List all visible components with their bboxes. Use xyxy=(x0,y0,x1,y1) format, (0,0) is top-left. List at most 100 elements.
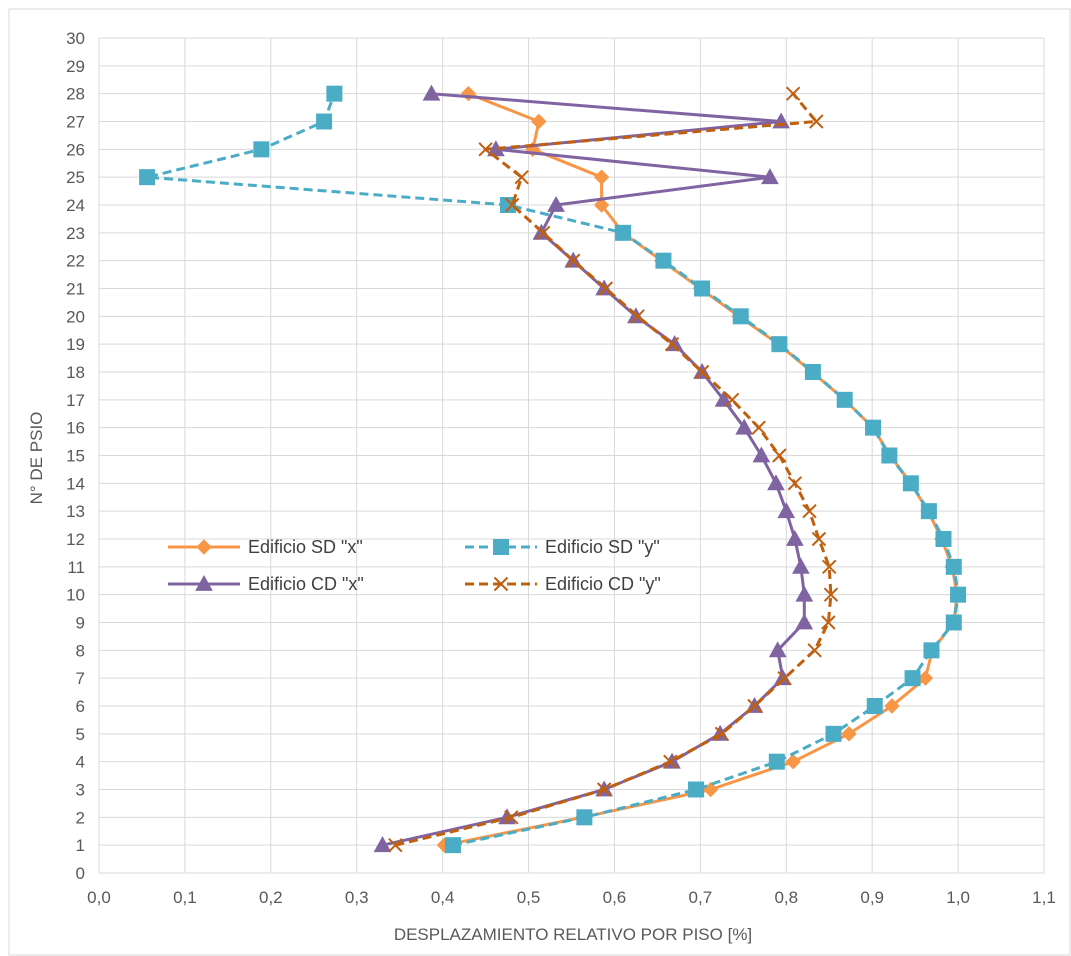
data-point xyxy=(771,336,788,353)
series-group xyxy=(139,84,967,854)
data-point xyxy=(923,642,940,659)
data-point xyxy=(253,141,270,158)
data-point xyxy=(795,613,814,630)
data-point xyxy=(598,281,614,296)
data-point xyxy=(388,837,403,853)
data-point xyxy=(825,725,842,742)
data-point xyxy=(444,837,461,854)
x-tick-label: 0,7 xyxy=(689,888,713,907)
series-4 xyxy=(388,86,839,853)
y-tick-label: 20 xyxy=(66,307,85,326)
data-point xyxy=(535,225,551,241)
data-point xyxy=(807,643,822,658)
data-point xyxy=(785,753,801,770)
data-point xyxy=(917,670,934,686)
data-point xyxy=(809,114,824,129)
data-point xyxy=(316,113,333,130)
y-tick-label: 0 xyxy=(76,864,85,883)
x-tick-label: 0,8 xyxy=(774,888,798,907)
y-tick-label: 9 xyxy=(76,614,85,633)
data-point xyxy=(950,586,967,603)
legend-marker xyxy=(196,539,212,555)
y-tick-label: 26 xyxy=(66,140,85,159)
data-point xyxy=(752,446,771,463)
data-point xyxy=(768,641,787,658)
data-point xyxy=(865,419,882,436)
data-point xyxy=(514,169,529,185)
y-tick-label: 18 xyxy=(66,363,85,382)
y-tick-label: 24 xyxy=(66,196,85,215)
data-point xyxy=(714,390,733,407)
y-tick-labels: 0123456789101112131415161718192021222324… xyxy=(66,29,85,883)
y-tick-label: 25 xyxy=(66,168,85,187)
series-line xyxy=(395,92,833,847)
data-point xyxy=(566,253,581,268)
data-point xyxy=(811,531,827,547)
y-tick-label: 30 xyxy=(66,29,85,48)
data-point xyxy=(630,309,645,324)
y-axis-title: N° DE PSIO xyxy=(27,412,46,505)
data-point xyxy=(787,476,803,491)
data-point xyxy=(945,558,962,575)
data-point xyxy=(823,587,839,602)
data-point xyxy=(836,391,853,408)
data-point xyxy=(593,169,610,185)
data-point xyxy=(596,782,612,797)
legend-label: Edificio SD "x" xyxy=(248,537,363,557)
data-point xyxy=(945,614,962,631)
data-point xyxy=(688,781,705,798)
data-point xyxy=(751,420,766,435)
x-tick-label: 1,1 xyxy=(1032,888,1056,907)
x-tick-label: 1,0 xyxy=(946,888,970,907)
data-point xyxy=(804,364,821,380)
y-tick-label: 29 xyxy=(66,57,85,76)
y-tick-label: 28 xyxy=(66,85,85,104)
x-tick-label: 0,4 xyxy=(431,888,455,907)
data-point xyxy=(866,698,883,714)
y-tick-label: 11 xyxy=(67,558,85,577)
legend-entry: Edificio CD "x" xyxy=(168,574,364,594)
data-point xyxy=(531,113,547,130)
y-tick-label: 15 xyxy=(66,447,85,466)
y-tick-label: 13 xyxy=(66,502,85,521)
data-point xyxy=(902,475,919,492)
data-point xyxy=(714,726,730,742)
legend-label: Edificio CD "x" xyxy=(248,574,364,594)
data-point xyxy=(505,197,520,213)
data-point xyxy=(732,308,749,325)
data-point xyxy=(768,753,785,770)
y-tick-label: 23 xyxy=(66,224,85,243)
data-point xyxy=(747,698,762,714)
y-tick-label: 19 xyxy=(66,335,85,354)
y-tick-label: 12 xyxy=(66,530,85,549)
data-point xyxy=(504,810,519,825)
data-point xyxy=(615,224,632,241)
chart-border xyxy=(8,8,1071,956)
x-tick-label: 0,1 xyxy=(173,888,197,907)
legend-entry: Edificio SD "y" xyxy=(465,537,660,557)
legend: Edificio SD "x" Edificio SD "y" Edificio C… xyxy=(168,537,661,594)
y-tick-label: 10 xyxy=(66,586,85,605)
x-tick-label: 0,5 xyxy=(517,888,541,907)
data-point xyxy=(724,392,740,408)
data-point xyxy=(422,84,441,101)
x-tick-label: 0,9 xyxy=(860,888,884,907)
data-point xyxy=(920,503,937,520)
y-tick-label: 21 xyxy=(66,280,85,299)
y-tick-label: 2 xyxy=(76,808,85,827)
legend-entry: Edificio SD "x" xyxy=(168,537,363,557)
y-tick-label: 3 xyxy=(76,781,85,800)
data-point xyxy=(841,726,857,742)
y-tick-label: 17 xyxy=(66,391,85,410)
data-point xyxy=(777,670,792,686)
y-tick-label: 5 xyxy=(76,725,85,744)
data-point xyxy=(935,531,952,547)
data-point xyxy=(767,474,785,491)
y-tick-label: 14 xyxy=(66,474,85,493)
data-point xyxy=(664,336,680,352)
data-point xyxy=(663,754,678,769)
x-tick-label: 0,6 xyxy=(603,888,627,907)
data-point xyxy=(547,195,565,212)
data-point xyxy=(821,615,836,630)
data-point xyxy=(499,197,516,213)
